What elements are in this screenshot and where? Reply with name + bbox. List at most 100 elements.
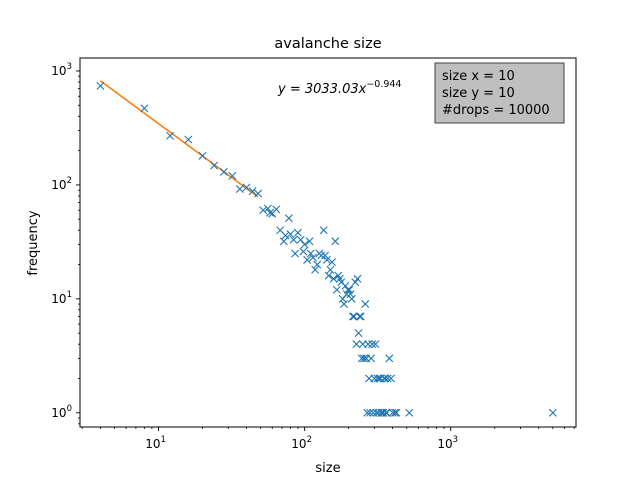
data-point — [219, 167, 228, 176]
data-point-stroke — [356, 312, 365, 321]
data-point — [388, 408, 397, 417]
data-point — [379, 408, 388, 417]
data-point-stroke — [351, 278, 360, 287]
data-point-stroke — [254, 189, 263, 198]
data-point — [228, 171, 237, 180]
x-tick-exponent: 2 — [307, 435, 312, 445]
data-point-stroke — [328, 258, 337, 267]
fit-equation: y = 3033.03x−0.944 — [277, 79, 401, 97]
data-point-stroke — [345, 285, 354, 294]
data-point-stroke — [266, 208, 275, 217]
data-point-stroke — [381, 408, 390, 417]
info-line-drops: #drops = 10000 — [442, 103, 550, 118]
data-point — [354, 329, 363, 338]
data-point — [347, 294, 356, 303]
data-point — [355, 312, 364, 321]
data-point — [311, 265, 320, 274]
data-point — [198, 151, 207, 160]
data-point-stroke — [361, 300, 370, 309]
y-axis-label: frequency — [26, 210, 41, 276]
data-point-stroke — [329, 274, 338, 283]
data-point — [319, 226, 328, 235]
info-line-size-x: size x = 10 — [442, 69, 515, 84]
data-point-stroke — [365, 408, 374, 417]
data-point — [308, 253, 317, 262]
data-point-stroke — [368, 340, 377, 349]
data-point — [235, 185, 244, 194]
data-point-stroke — [334, 271, 343, 280]
x-tick-base: 10 — [291, 437, 306, 451]
y-tick-label: 101 — [51, 290, 72, 306]
data-point-stroke — [348, 312, 357, 321]
data-point — [184, 135, 193, 144]
data-point-stroke — [313, 260, 322, 269]
data-point — [392, 408, 401, 417]
data-point — [387, 374, 395, 383]
data-point-stroke — [276, 226, 285, 235]
x-tick-labels: 101 102 103 — [145, 435, 458, 451]
data-point-stroke — [306, 249, 315, 258]
data-point-stroke — [381, 374, 390, 383]
power-law-fit-line — [99, 80, 259, 198]
data-point — [405, 408, 414, 417]
data-point-stroke — [140, 104, 149, 113]
data-point — [381, 408, 390, 417]
data-point — [363, 408, 372, 417]
data-point-stroke — [210, 161, 219, 170]
y-tick-exponent: 2 — [67, 176, 72, 186]
data-point-stroke — [317, 251, 326, 260]
data-point-stroke — [289, 235, 298, 244]
x-tick-label: 103 — [437, 435, 458, 451]
data-point-stroke — [166, 131, 175, 140]
data-point — [328, 258, 337, 267]
data-point-stroke — [235, 185, 244, 194]
y-tick-exponent: 0 — [67, 404, 72, 414]
data-point-stroke — [279, 237, 288, 246]
data-point — [382, 408, 391, 417]
data-point — [361, 300, 370, 309]
data-point — [351, 278, 360, 287]
data-point — [254, 189, 263, 198]
data-point-stroke — [392, 408, 401, 417]
data-point — [300, 240, 309, 249]
data-point — [291, 249, 300, 258]
data-point-stroke — [219, 167, 228, 176]
data-point-stroke — [308, 253, 317, 262]
data-point — [322, 255, 331, 264]
data-point-stroke — [355, 312, 364, 321]
data-point — [96, 81, 105, 90]
data-point — [166, 131, 175, 140]
data-point — [373, 374, 382, 383]
y-tick-base: 10 — [51, 406, 66, 420]
data-point-stroke — [382, 408, 391, 417]
data-point-stroke — [331, 237, 340, 246]
y-tick-label: 100 — [51, 404, 72, 420]
data-point-stroke — [353, 274, 362, 283]
major-ticks — [76, 70, 452, 431]
data-point — [356, 312, 365, 321]
data-point-stroke — [303, 255, 312, 264]
data-point — [390, 408, 399, 417]
data-point-stroke — [354, 329, 363, 338]
x-tick-exponent: 3 — [453, 435, 458, 445]
data-point-stroke — [341, 281, 350, 290]
y-tick-exponent: 1 — [67, 290, 72, 300]
data-point-stroke — [322, 255, 331, 264]
data-point-stroke — [319, 226, 328, 235]
info-line-size-y: size y = 10 — [442, 86, 515, 101]
data-point-stroke — [332, 285, 341, 294]
data-point-stroke — [311, 265, 320, 274]
data-point — [383, 374, 392, 383]
data-point — [331, 237, 340, 246]
data-point-stroke — [363, 408, 372, 417]
y-tick-label: 103 — [51, 62, 72, 78]
data-point-stroke — [198, 151, 207, 160]
data-point — [293, 228, 302, 237]
x-axis-label: size — [315, 461, 340, 476]
data-point — [548, 408, 557, 417]
data-point-stroke — [387, 374, 395, 383]
y-tick-base: 10 — [51, 64, 66, 78]
fit-equation-lhs: y = 3033.03 — [277, 82, 359, 97]
data-point-stroke — [388, 408, 397, 417]
